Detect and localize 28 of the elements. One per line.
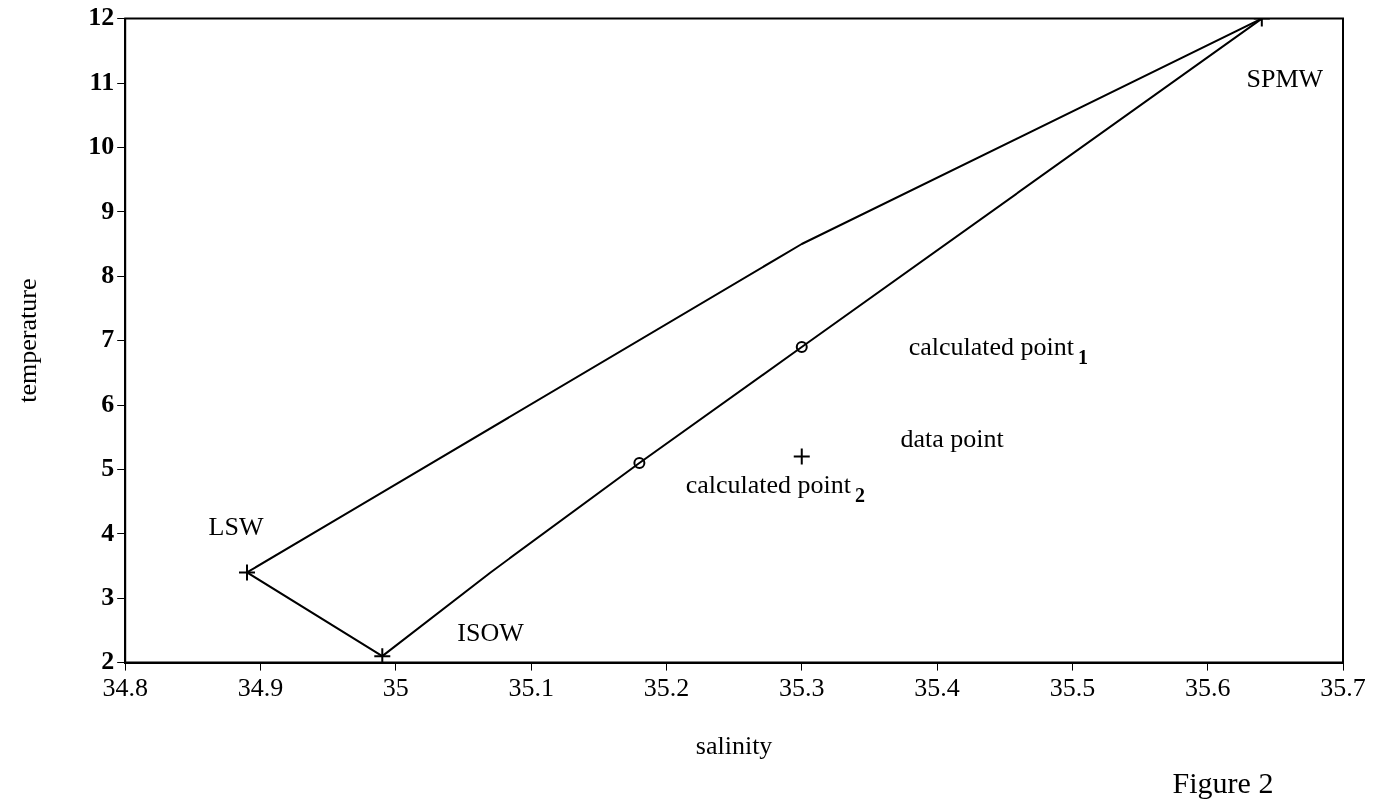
x-tick-label: 35 (382, 673, 409, 703)
x-tick-label: 35.5 (1049, 673, 1096, 703)
x-tick-label: 34.8 (102, 673, 148, 703)
x-tick-label: 34.9 (237, 673, 284, 703)
y-tick-label: 10 (88, 131, 115, 161)
y-tick-label: 12 (88, 2, 115, 32)
y-tick-label: 3 (101, 581, 115, 611)
y-tick-label: 7 (101, 324, 115, 354)
annotation: ISOW (457, 618, 525, 648)
x-tick-label: 35.6 (1184, 673, 1231, 703)
y-tick-label: 5 (101, 453, 115, 483)
annotation: LSW (208, 512, 264, 542)
y-tick-label: 11 (89, 66, 115, 96)
x-axis-title: salinity (695, 731, 773, 761)
y-tick-label: 8 (101, 259, 115, 289)
y-axis-title: temperature (13, 278, 43, 403)
x-tick-label: 35.4 (914, 673, 960, 703)
y-tick-label: 4 (101, 517, 115, 547)
x-tick-label: 35.2 (643, 673, 690, 703)
y-tick-label: 6 (101, 388, 115, 418)
x-tick-label: 35.7 (1320, 673, 1366, 703)
annotation: data point (900, 423, 1005, 453)
caption: Figure 2 (1172, 765, 1274, 799)
y-tick-label: 9 (101, 195, 115, 225)
x-tick-label: 35.3 (779, 673, 825, 703)
y-tick-label: 2 (101, 646, 115, 676)
annotation: SPMW (1246, 64, 1324, 94)
x-tick-label: 35.1 (508, 673, 554, 703)
